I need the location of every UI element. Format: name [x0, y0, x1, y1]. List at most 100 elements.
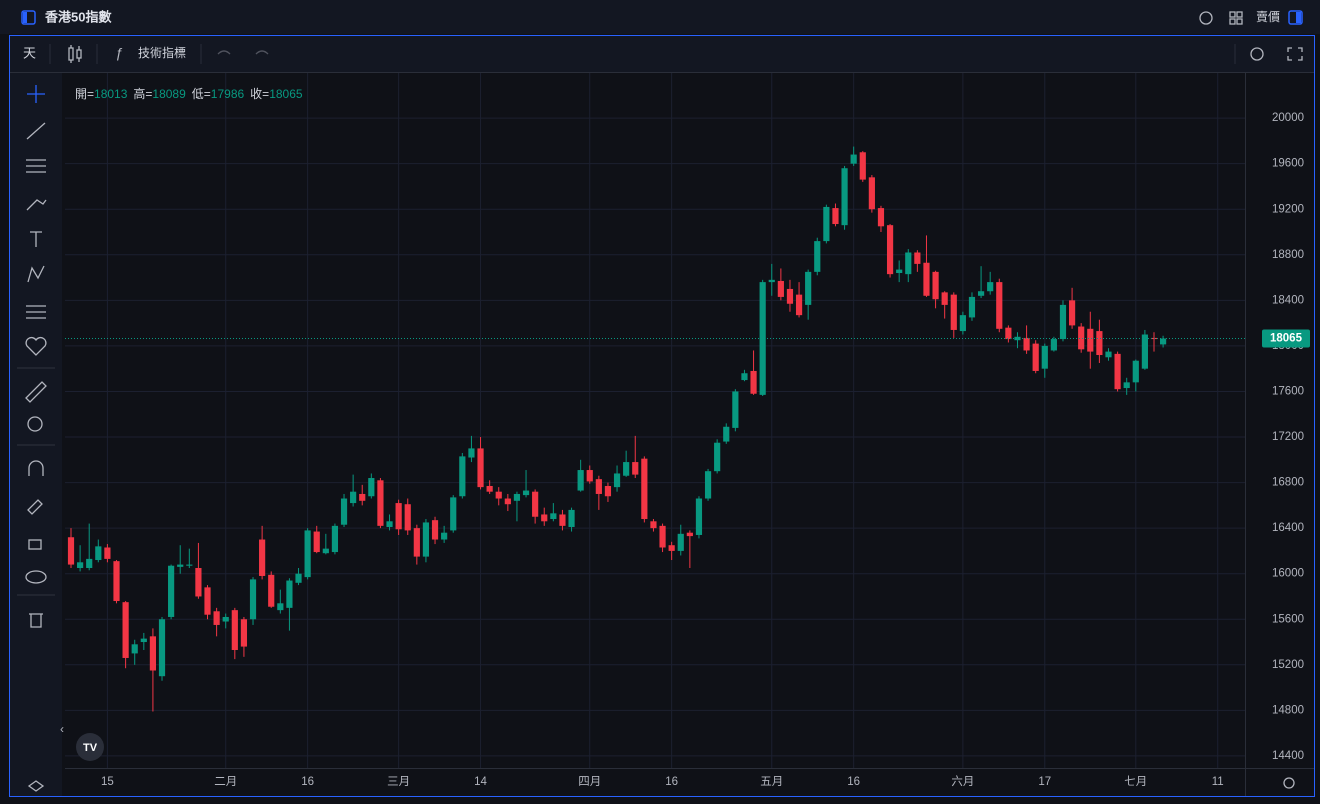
zoom-tool[interactable] — [27, 416, 43, 432]
candle-body — [996, 282, 1003, 329]
candle-body — [968, 296, 976, 318]
indicators-button[interactable]: 技術指標 — [138, 45, 186, 60]
layout-icon[interactable] — [21, 10, 36, 25]
fullscreen-icon[interactable] — [1287, 47, 1303, 61]
last-price-tag — [1262, 329, 1310, 348]
settings-icon[interactable] — [1250, 47, 1264, 61]
bid-label[interactable]: 賣價 — [1256, 9, 1280, 24]
y-tick-label: 20000 — [1272, 112, 1304, 124]
ohlc-value: 17986 — [211, 87, 245, 101]
candle-body — [1023, 337, 1030, 351]
candle-type-icon[interactable] — [68, 45, 82, 63]
grid-icon[interactable] — [1229, 11, 1243, 25]
candle-body — [86, 558, 93, 568]
candle-body — [977, 291, 985, 296]
candle-body — [77, 562, 84, 568]
fx-icon[interactable]: ƒ — [115, 45, 123, 61]
candle-body — [67, 537, 75, 565]
candle-body — [1150, 337, 1158, 340]
candle-body — [177, 564, 184, 567]
candle-body — [441, 532, 448, 540]
lock-draw-tool[interactable] — [27, 499, 43, 515]
y-tick-label: 17600 — [1272, 385, 1304, 397]
collapse-arrow[interactable]: ‹ — [60, 722, 64, 736]
y-tick-label: 18800 — [1272, 249, 1304, 261]
candle-body — [1132, 360, 1139, 383]
candle-body — [186, 564, 193, 566]
ohlc-value: 18013 — [94, 87, 128, 101]
candle-body — [604, 485, 612, 497]
candle-body — [522, 490, 530, 496]
candle-body — [859, 152, 866, 180]
magnet-tool[interactable] — [28, 460, 44, 476]
ohlc-value: 18065 — [269, 87, 303, 101]
candle-body — [704, 471, 712, 499]
candle-body — [149, 636, 157, 671]
candle-body — [714, 442, 721, 472]
ruler-tool[interactable] — [25, 381, 47, 403]
tv-logo-text: TV — [83, 742, 98, 754]
candle-body — [131, 644, 138, 654]
favorites-tool[interactable] — [25, 336, 47, 356]
candle-body — [431, 520, 439, 540]
candle-body — [623, 462, 630, 476]
candle-body — [786, 288, 794, 304]
lock-tool[interactable] — [28, 539, 42, 550]
candle-body — [923, 262, 930, 296]
candle-body — [1123, 382, 1130, 389]
candle-body — [158, 619, 166, 677]
refresh-icon[interactable] — [1199, 11, 1213, 25]
last-price-label: 18065 — [1270, 333, 1303, 345]
candle-body — [768, 279, 775, 283]
candle-body — [613, 473, 621, 488]
candle-body — [350, 491, 357, 504]
candle-body — [595, 479, 602, 494]
brush-tool[interactable] — [26, 199, 47, 211]
candle-body — [486, 485, 493, 492]
trendline-tool[interactable] — [26, 122, 46, 140]
candle-body — [686, 532, 693, 537]
x-tick-label: 五月 — [760, 776, 783, 788]
x-tick-label: 11 — [1212, 776, 1224, 788]
y-tick-label: 14400 — [1272, 750, 1304, 762]
candle-body — [240, 619, 248, 647]
candle-body — [1078, 326, 1085, 350]
candle-body — [304, 530, 311, 578]
x-tick-label: 三月 — [387, 776, 410, 788]
x-tick-label: 16 — [665, 776, 678, 788]
fib-tool[interactable] — [26, 159, 46, 173]
candle-body — [404, 504, 411, 531]
plot-area: 1440014800152001560016000164001680017200… — [65, 73, 1310, 788]
tv-logo[interactable] — [76, 733, 104, 761]
pattern-tool[interactable] — [27, 265, 45, 283]
undo-icon[interactable] — [217, 50, 231, 55]
candle-body — [550, 513, 557, 520]
candle-body — [450, 497, 457, 531]
y-tick-label: 19600 — [1272, 158, 1304, 170]
candle-body — [987, 282, 994, 292]
visibility-tool[interactable] — [25, 570, 47, 584]
axis-settings[interactable] — [1283, 777, 1295, 789]
candle-body — [1014, 336, 1021, 341]
candle-body — [386, 521, 393, 527]
panel-icon[interactable] — [1288, 10, 1303, 25]
candle-body — [113, 561, 120, 602]
interval-button[interactable]: 天 — [23, 45, 36, 60]
candle-body — [1050, 339, 1057, 351]
crosshair-tool[interactable] — [27, 85, 45, 103]
ohlc-label: 高= — [133, 86, 152, 101]
candle-body — [495, 491, 502, 499]
prediction-tool[interactable] — [26, 305, 46, 319]
candle-body — [632, 462, 639, 475]
object-tree[interactable] — [27, 780, 45, 792]
panel-icon-fill — [1296, 12, 1301, 23]
redo-icon[interactable] — [255, 50, 269, 55]
candle-body — [586, 470, 593, 482]
candle-body — [231, 610, 238, 651]
x-tick-label: 14 — [474, 776, 487, 788]
text-tool[interactable] — [30, 231, 42, 247]
candle-body — [659, 525, 666, 548]
delete-tool[interactable] — [29, 613, 43, 628]
candle-body — [95, 546, 102, 561]
